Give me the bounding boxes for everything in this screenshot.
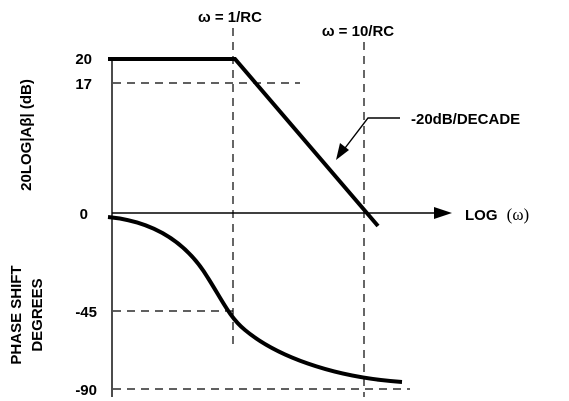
marker-label-10-over-rc: ω = 10/RC xyxy=(322,23,394,40)
phase-axis-label-line2: DEGREES xyxy=(29,278,46,351)
phase-curve xyxy=(107,215,403,384)
tick-label-0: 0 xyxy=(80,206,88,223)
tick-label-minus-45: -45 xyxy=(75,304,97,321)
marker-label-1-over-rc: ω = 1/RC xyxy=(198,9,262,26)
gain-curve xyxy=(108,57,380,228)
x-axis-label: LOG (ω) xyxy=(465,205,529,224)
x-axis-label-omega: (ω) xyxy=(507,205,530,224)
slope-label: -20dB/DECADE xyxy=(411,111,520,128)
tick-label-17: 17 xyxy=(75,76,92,93)
tick-label-minus-90: -90 xyxy=(75,382,97,399)
slope-leader-arrowhead xyxy=(336,143,349,160)
frequency-axis-arrowhead xyxy=(434,207,452,219)
phase-axis-label-line1: PHASE SHIFT xyxy=(8,265,25,364)
gain-axis-label: 20LOG|Aβ| (dB) xyxy=(18,79,35,191)
tick-label-20: 20 xyxy=(75,51,92,68)
slope-leader-line xyxy=(341,117,400,153)
x-axis-label-log: LOG xyxy=(465,207,498,224)
